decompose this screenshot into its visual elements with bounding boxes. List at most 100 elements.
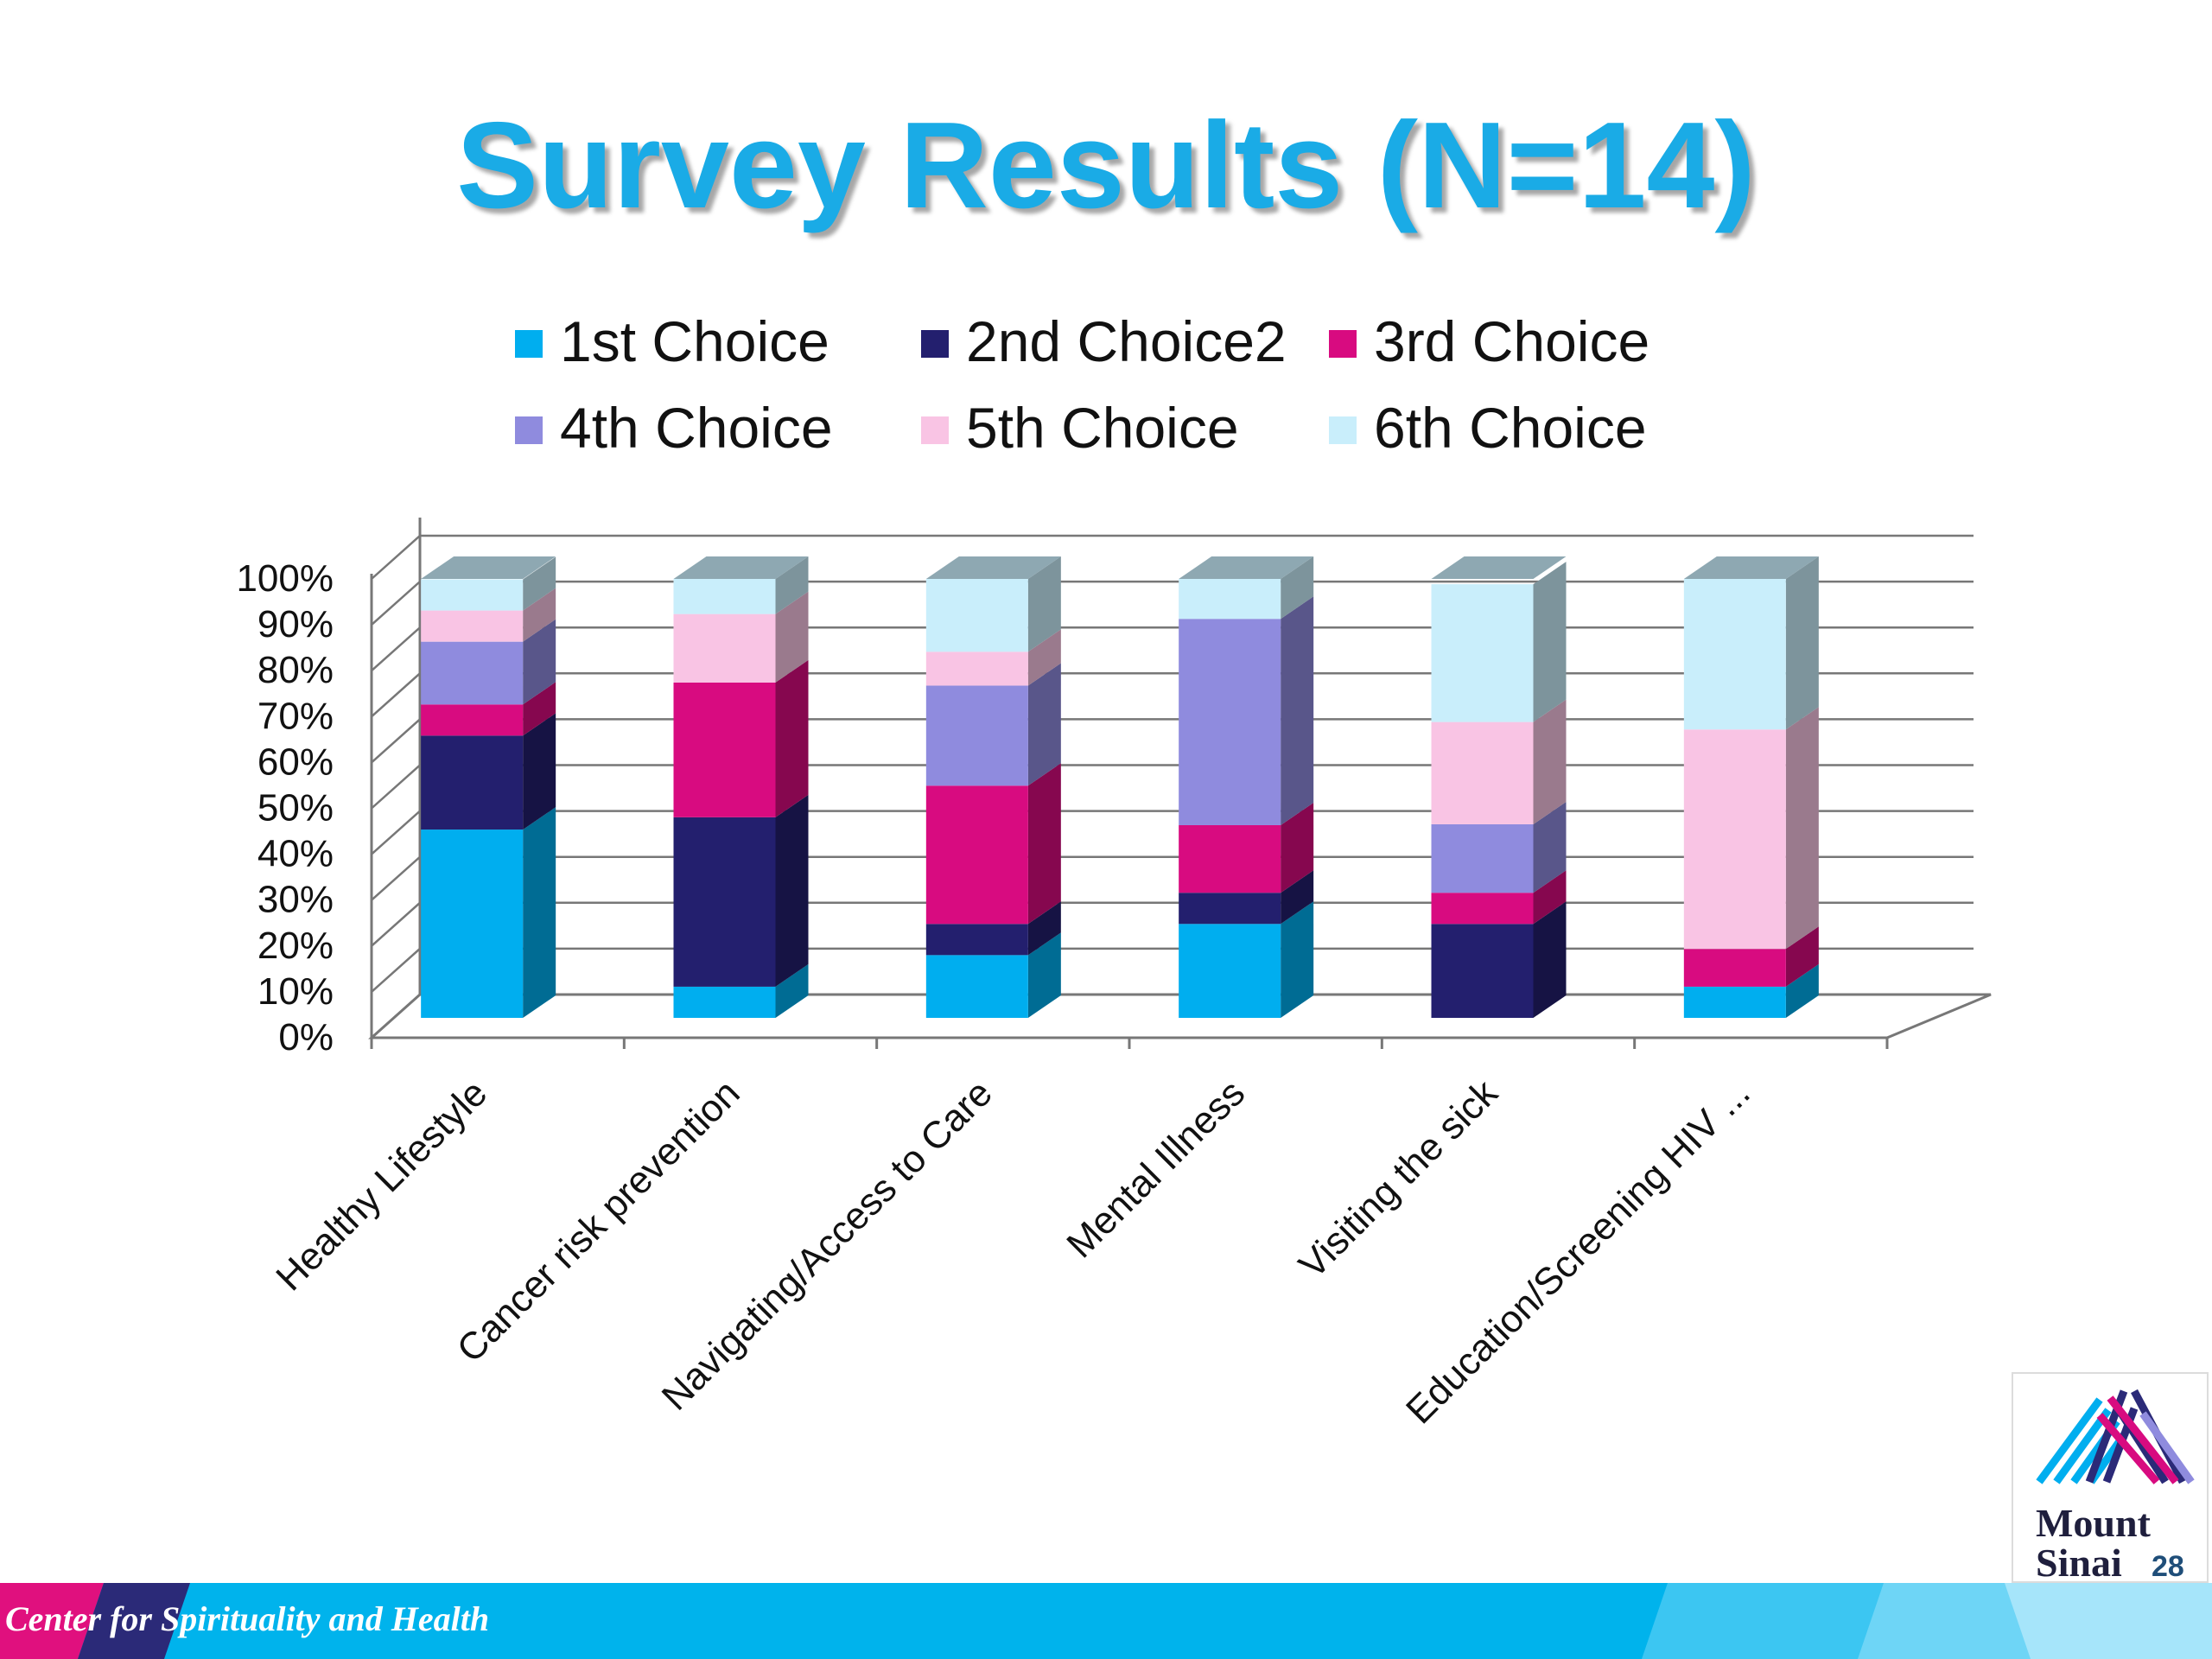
- bar-segment: [421, 641, 524, 705]
- legend-label: 1st Choice: [560, 309, 830, 373]
- logo-word-mount: Mount: [2036, 1501, 2151, 1545]
- x-category-label: Mental Illness: [1058, 1071, 1253, 1266]
- bar-segment: [421, 830, 524, 1018]
- bar-top-cap: [1431, 556, 1567, 579]
- bar-segment-side: [775, 591, 809, 683]
- legend-swatch: [921, 416, 949, 444]
- bar-segment-side: [523, 682, 556, 736]
- bar-segment: [1179, 893, 1281, 925]
- page-number: 28: [2152, 1550, 2184, 1583]
- legend-label: 2nd Choice2: [966, 309, 1287, 373]
- bar-segment-side: [523, 556, 556, 611]
- bar-segment: [925, 955, 1028, 1018]
- bar-segment-side: [1533, 901, 1567, 1018]
- bar-segment-side: [1281, 802, 1314, 893]
- bar-segment-side: [523, 713, 556, 830]
- bar-segment-side: [523, 588, 556, 642]
- legend-label: 5th Choice: [966, 396, 1239, 460]
- bar-segment-side: [1027, 763, 1061, 925]
- bar-segment-side: [775, 556, 809, 614]
- bar-stack: [1431, 556, 1567, 1018]
- y-axis-tick-labels: 0%10%20%30%40%50%60%70%80%90%100%: [236, 557, 334, 1058]
- y-gridline: [371, 580, 1974, 626]
- bar-stack: [1179, 556, 1314, 1018]
- x-category-label: Healthy Lifestyle: [268, 1071, 495, 1299]
- bar-stack: [925, 556, 1061, 1018]
- bar-segment-side: [775, 794, 809, 987]
- bar-segment-side: [1281, 596, 1314, 825]
- stacked-bar-chart: 1st Choice 2nd Choice2 3rd Choice 4th Choic…: [236, 309, 1992, 1433]
- bar-segment: [673, 613, 776, 683]
- bar-stack: [673, 556, 809, 1018]
- bar-top-cap: [1683, 556, 1819, 579]
- slide-title: Survey Results (N=14): [456, 97, 1756, 234]
- bar-segment: [673, 817, 776, 987]
- bar-segment-side: [1281, 870, 1314, 925]
- x-category-label: Visiting the sick: [1291, 1071, 1506, 1287]
- bar-segment: [1431, 893, 1534, 925]
- bar-segment-side: [1027, 663, 1061, 786]
- legend-label: 4th Choice: [560, 396, 833, 460]
- y-tick-label: 60%: [257, 741, 334, 783]
- bar-segment: [1431, 584, 1534, 722]
- bar-segment: [1683, 579, 1786, 730]
- bar-segment: [673, 986, 776, 1018]
- x-axis: [370, 1036, 1889, 1049]
- bar-segment: [421, 610, 524, 642]
- bar-segment-side: [1533, 562, 1567, 722]
- bar-segment: [925, 785, 1028, 925]
- bar-segment: [673, 579, 776, 614]
- y-tick-label: 80%: [257, 649, 334, 691]
- bar-segment: [925, 685, 1028, 786]
- bar-segment: [1179, 579, 1281, 620]
- bar-segment: [925, 652, 1028, 686]
- y-tick-label: 10%: [257, 970, 334, 1013]
- bar-segment: [421, 704, 524, 736]
- bar-segment-side: [1785, 556, 1819, 730]
- bar-segment-side: [1533, 699, 1567, 824]
- bar-segment-side: [775, 963, 809, 1018]
- bar-segment: [1179, 924, 1281, 1018]
- bar-stack-group: [421, 556, 1819, 1018]
- bar-segment-side: [1281, 901, 1314, 1018]
- bar-segment-side: [1027, 629, 1061, 686]
- bar-segment: [1431, 924, 1534, 1018]
- logo-word-sinai: Sinai: [2036, 1541, 2122, 1585]
- bar-segment-side: [1785, 926, 1819, 987]
- mount-sinai-emblem-icon: [2036, 1389, 2195, 1484]
- bar-segment: [673, 682, 776, 817]
- y-tick-label: 20%: [257, 925, 334, 967]
- y-gridline: [371, 534, 1974, 580]
- bar-segment-side: [1027, 932, 1061, 1018]
- mount-sinai-logo: Mount Sinai 28: [2012, 1372, 2209, 1583]
- bar-top-cap: [421, 556, 556, 579]
- bar-top-cap: [673, 556, 809, 579]
- bar-segment-side: [523, 807, 556, 1018]
- legend-swatch: [1329, 416, 1357, 444]
- bar-segment-side: [1533, 801, 1567, 893]
- legend-swatch: [1329, 330, 1357, 358]
- bar-segment: [1179, 619, 1281, 825]
- bar-segment: [421, 735, 524, 830]
- bar-top-cap: [1179, 556, 1314, 579]
- bar-segment: [421, 579, 524, 611]
- legend-label: 3rd Choice: [1374, 309, 1649, 373]
- footer-band: [0, 1583, 2212, 1659]
- bar-stack: [421, 556, 556, 1018]
- bar-stack: [1683, 556, 1819, 1018]
- bar-segment-side: [1281, 556, 1314, 620]
- y-tick-label: 70%: [257, 695, 334, 737]
- bar-segment-side: [1027, 556, 1061, 652]
- bar-segment: [1683, 949, 1786, 987]
- legend-swatch: [515, 330, 543, 358]
- bar-segment: [925, 579, 1028, 652]
- chart-legend: 1st Choice 2nd Choice2 3rd Choice 4th Choic…: [515, 309, 1649, 460]
- bar-segment-side: [1785, 707, 1819, 950]
- y-tick-label: 50%: [257, 787, 334, 830]
- bar-segment: [1179, 824, 1281, 893]
- legend-swatch: [921, 330, 949, 358]
- x-category-label: Cancer risk prevention: [449, 1071, 748, 1370]
- bar-segment-side: [1533, 870, 1567, 925]
- bar-segment-side: [1785, 963, 1819, 1018]
